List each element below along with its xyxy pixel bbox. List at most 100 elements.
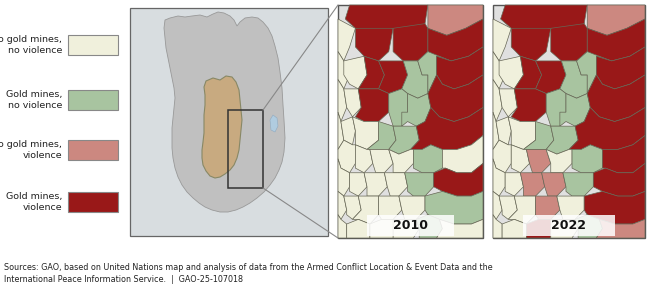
Polygon shape [493,215,502,238]
Bar [493,5,645,238]
Polygon shape [512,28,551,61]
Polygon shape [384,173,408,196]
Polygon shape [378,196,402,219]
Polygon shape [443,136,483,173]
Polygon shape [202,76,242,178]
Polygon shape [393,219,419,238]
Polygon shape [526,219,554,238]
Polygon shape [587,75,645,121]
Polygon shape [536,196,560,219]
Polygon shape [587,5,645,35]
Polygon shape [541,173,566,196]
Polygon shape [496,117,512,145]
Polygon shape [338,215,346,238]
Polygon shape [526,149,551,173]
Polygon shape [493,19,512,61]
Polygon shape [346,219,370,238]
Bar [68,90,118,110]
Polygon shape [508,117,536,149]
Polygon shape [434,164,483,196]
Polygon shape [505,173,523,196]
Polygon shape [493,52,505,89]
Polygon shape [338,159,350,196]
Polygon shape [352,117,378,149]
Polygon shape [596,219,645,238]
Polygon shape [428,5,483,35]
Polygon shape [350,173,367,196]
Polygon shape [577,52,612,94]
Bar [523,215,615,236]
Polygon shape [536,61,566,94]
Polygon shape [551,219,578,238]
Polygon shape [546,149,572,173]
Polygon shape [344,196,361,219]
Polygon shape [399,196,425,219]
Text: 2022: 2022 [551,219,586,232]
Polygon shape [493,140,512,173]
Polygon shape [575,215,603,238]
Polygon shape [389,89,408,126]
Polygon shape [500,5,587,33]
Polygon shape [402,61,428,98]
Polygon shape [352,196,378,224]
Polygon shape [356,145,373,173]
Polygon shape [425,191,483,224]
Polygon shape [437,219,483,238]
Bar [338,5,483,238]
Polygon shape [508,196,536,224]
Polygon shape [338,140,356,173]
Text: Gold mines,
no violence: Gold mines, no violence [6,90,62,110]
Text: Sources: GAO, based on United Nations map and analysis of data from the Armed Co: Sources: GAO, based on United Nations ma… [4,263,493,284]
Bar [130,8,328,236]
Polygon shape [493,159,505,196]
Polygon shape [521,173,545,196]
Polygon shape [402,94,431,126]
Polygon shape [344,56,367,89]
Polygon shape [560,61,587,98]
Polygon shape [416,215,443,238]
Text: No gold mines,
violence: No gold mines, violence [0,140,62,160]
Text: Gold mines,
violence: Gold mines, violence [6,192,62,212]
Polygon shape [551,24,587,61]
Polygon shape [512,89,546,121]
Bar [367,215,454,236]
Polygon shape [413,145,443,173]
Polygon shape [437,47,483,89]
Polygon shape [411,108,483,149]
Polygon shape [389,126,419,154]
Polygon shape [428,19,483,61]
Polygon shape [389,149,413,173]
Polygon shape [270,115,278,132]
Polygon shape [493,79,502,121]
Polygon shape [502,219,526,238]
Polygon shape [405,173,434,196]
Polygon shape [344,89,361,117]
Polygon shape [493,112,499,149]
Polygon shape [514,56,541,89]
Polygon shape [560,94,590,126]
Polygon shape [603,136,645,173]
Polygon shape [338,52,350,89]
Polygon shape [164,12,285,212]
Polygon shape [499,56,523,89]
Polygon shape [584,191,645,224]
Polygon shape [546,126,578,154]
Polygon shape [364,173,387,196]
Polygon shape [345,5,428,33]
Bar [68,35,118,55]
Polygon shape [512,145,530,173]
Polygon shape [418,52,451,94]
Polygon shape [523,121,554,149]
Polygon shape [557,196,584,219]
Polygon shape [370,149,393,173]
Polygon shape [370,219,396,238]
Polygon shape [356,28,393,61]
Polygon shape [367,121,396,149]
Polygon shape [572,145,603,173]
Polygon shape [358,56,384,89]
Polygon shape [546,89,566,126]
Polygon shape [338,112,344,149]
Polygon shape [378,61,408,94]
Bar [228,110,263,188]
Polygon shape [341,117,356,145]
